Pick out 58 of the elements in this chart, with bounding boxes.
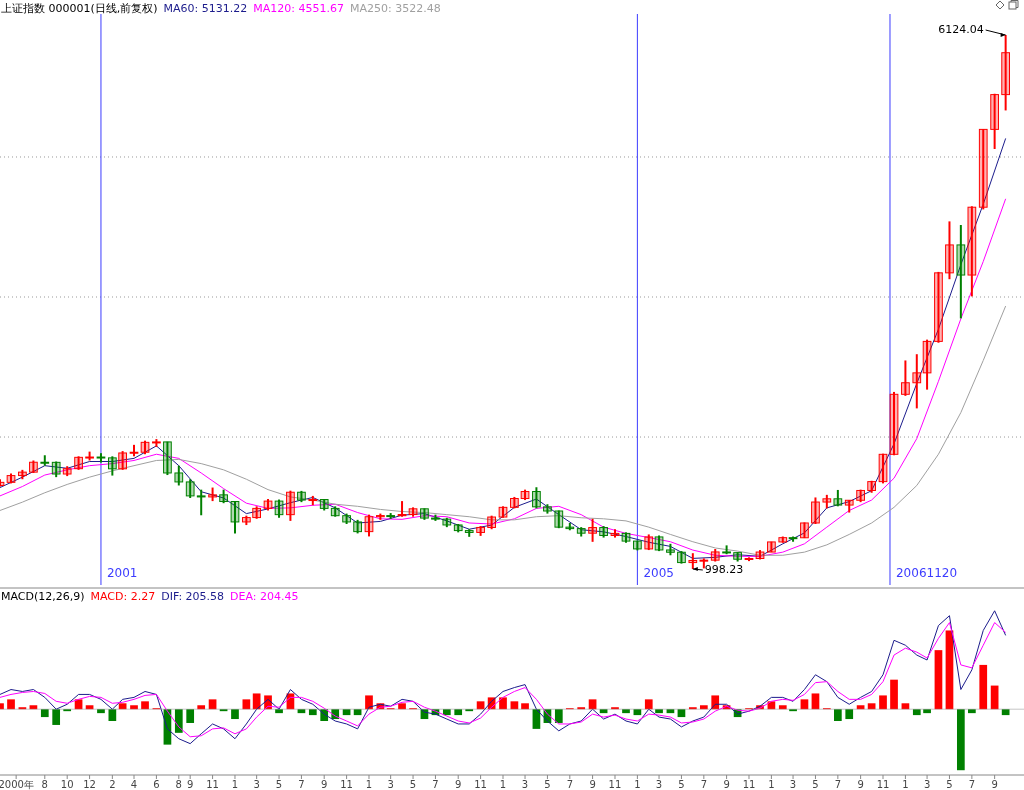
- x-tick-label: 11: [340, 779, 353, 790]
- x-tick-label: 7: [834, 779, 842, 790]
- chart-title: 上证指数 000001(日线,前复权): [1, 2, 158, 15]
- x-tick-label: 3: [789, 779, 797, 790]
- x-tick-label: 9: [321, 779, 328, 790]
- x-tick-label: 11: [206, 779, 219, 790]
- x-tick-label: 1: [231, 779, 239, 790]
- x-tick-label: 11: [742, 779, 756, 790]
- x-tick-label: 9: [589, 779, 596, 790]
- x-tick-label: 7: [298, 779, 305, 790]
- x-tick-label: 11: [608, 779, 622, 790]
- ref-line-label: 2005: [643, 566, 674, 580]
- x-tick-label: 12: [83, 779, 96, 790]
- x-tick-label: 5: [409, 779, 417, 790]
- x-tick-label: 9: [723, 779, 730, 790]
- x-tick-label: 7: [968, 779, 976, 790]
- x-tick-label: 7: [432, 779, 439, 790]
- x-tick-label: 3: [253, 779, 260, 790]
- x-tick-label: 3: [387, 779, 394, 790]
- x-tick-label: 1: [634, 779, 641, 790]
- x-tick-label: 2: [109, 779, 116, 790]
- x-tick-label: 10: [60, 779, 74, 790]
- chart-title: MACD(12,26,9): [1, 590, 85, 603]
- text: MA120: 4551.67: [253, 2, 344, 15]
- x-tick-label: 3: [655, 779, 663, 790]
- text: MACD: 2.27: [90, 590, 156, 603]
- x-tick-label: 9: [991, 779, 998, 790]
- x-tick-label: 8: [41, 779, 48, 790]
- ref-line-label: 2001: [106, 566, 138, 580]
- x-tick-label: 4: [130, 779, 138, 790]
- x-tick-label: 9: [187, 779, 194, 790]
- x-tick-label: 1: [365, 779, 373, 790]
- annotation: 6124.04: [938, 23, 984, 36]
- text: DEA: 204.45: [230, 590, 299, 603]
- x-tick-label: 7: [700, 779, 708, 790]
- x-tick-label: 5: [544, 779, 551, 790]
- text: MA60: 5131.22: [163, 2, 248, 15]
- x-tick-label: 1: [768, 779, 775, 790]
- x-tick-label: 5: [812, 779, 819, 790]
- text: MA250: 3522.48: [349, 2, 441, 15]
- x-tick-label: 3: [521, 779, 529, 790]
- x-tick-label: 1: [499, 779, 507, 790]
- x-tick-label: 9: [455, 779, 462, 790]
- x-tick-label: 6: [153, 779, 160, 790]
- annotation: 998.23: [704, 563, 744, 576]
- text: DIF: 205.58: [161, 590, 225, 603]
- x-tick-label: 11: [876, 779, 890, 790]
- x-tick-label: 11: [474, 779, 487, 790]
- x-tick-label: 5: [678, 779, 685, 790]
- x-tick-label: 3: [923, 779, 931, 790]
- x-tick-label: 5: [946, 779, 953, 790]
- x-tick-label: 7: [566, 779, 574, 790]
- ref-line-label: 20061120: [895, 566, 958, 580]
- x-tick-label: 2000年: [0, 779, 34, 790]
- x-tick-label: 8: [175, 779, 182, 790]
- x-tick-label: 9: [857, 779, 864, 790]
- x-tick-label: 5: [275, 779, 283, 790]
- x-tick-label: 1: [902, 779, 909, 790]
